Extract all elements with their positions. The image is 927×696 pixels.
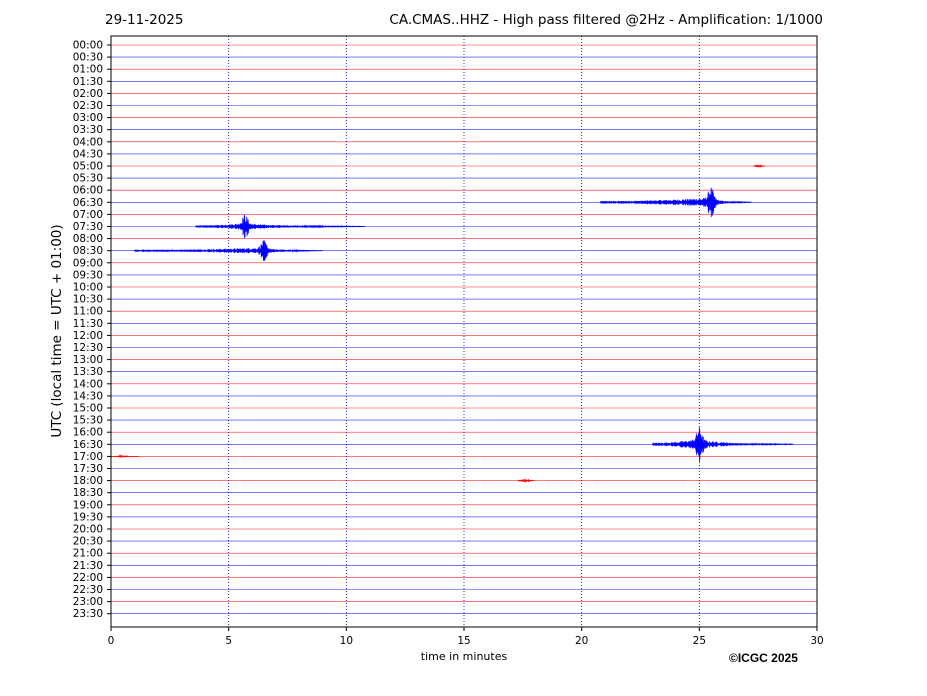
y-tick-label: 13:30 [73,366,103,378]
y-tick-label: 12:00 [73,330,103,342]
y-tick-label: 16:30 [73,439,103,451]
seismic-event-trace [134,240,323,262]
x-tick-label: 0 [108,635,115,647]
y-tick-label: 09:00 [73,257,103,269]
seismic-event-trace [600,187,752,218]
x-tick-label: 10 [340,635,353,647]
y-tick-label: 08:30 [73,245,103,257]
date-label: 29-11-2025 [105,12,184,28]
plot-frame [110,35,818,628]
seismic-event-trace [651,425,794,463]
seismic-event-trace [753,164,766,168]
x-tick-label: 5 [225,635,232,647]
x-tick-label: 30 [810,635,823,647]
x-tick-label: 20 [575,635,588,647]
y-tick-label: 17:30 [73,463,103,475]
y-tick-label: 07:00 [73,209,103,221]
y-tick-label: 10:30 [73,294,103,306]
y-tick-label: 08:00 [73,233,103,245]
y-tick-label: 18:30 [73,487,103,499]
y-tick-label: 09:30 [73,269,103,281]
y-tick-label: 02:30 [73,100,103,112]
y-tick-label: 02:00 [73,88,103,100]
y-tick-label: 07:30 [73,221,103,233]
y-tick-label: 06:00 [73,185,103,197]
y-tick-label: 23:30 [73,608,103,620]
y-tick-label: 16:00 [73,427,103,439]
y-tick-label: 11:30 [73,318,103,330]
y-axis-label: UTC (local time = UTC + 01:00) [49,224,65,438]
chart-title: CA.CMAS..HHZ - High pass filtered @2Hz -… [389,12,823,28]
y-tick-label: 04:30 [73,148,103,160]
y-tick-label: 05:00 [73,161,103,173]
seismic-event-trace [195,214,366,239]
copyright-label: ©ICGC 2025 [729,651,798,665]
y-tick-label: 10:00 [73,282,103,294]
y-tick-label: 21:00 [73,548,103,560]
y-tick-label: 05:30 [73,173,103,185]
y-tick-label: 00:30 [73,52,103,64]
y-tick-label: 22:30 [73,584,103,596]
y-tick-label: 12:30 [73,342,103,354]
seismic-event-trace [110,454,140,459]
y-tick-label: 19:30 [73,511,103,523]
y-tick-label: 19:00 [73,499,103,511]
y-tick-label: 23:00 [73,596,103,608]
y-tick-label: 13:00 [73,354,103,366]
y-tick-label: 21:30 [73,560,103,572]
y-tick-label: 15:00 [73,403,103,415]
seismic-event-trace [517,478,535,483]
y-tick-label: 17:00 [73,451,103,463]
y-tick-label: 03:30 [73,124,103,136]
y-tick-label: 03:00 [73,112,103,124]
y-tick-label: 11:00 [73,306,103,318]
x-tick-label: 25 [693,635,706,647]
y-tick-label: 06:30 [73,197,103,209]
y-tick-label: 14:30 [73,390,103,402]
x-axis-label: time in minutes [420,650,508,663]
y-tick-label: 01:00 [73,64,103,76]
y-tick-label: 01:30 [73,76,103,88]
y-tick-label: 20:30 [73,536,103,548]
y-tick-label: 18:00 [73,475,103,487]
x-tick-label: 15 [457,635,470,647]
y-tick-label: 22:00 [73,572,103,584]
y-tick-label: 00:00 [73,40,103,52]
y-tick-label: 14:00 [73,378,103,390]
y-tick-label: 20:00 [73,524,103,536]
y-tick-label: 04:00 [73,136,103,148]
y-tick-label: 15:30 [73,415,103,427]
